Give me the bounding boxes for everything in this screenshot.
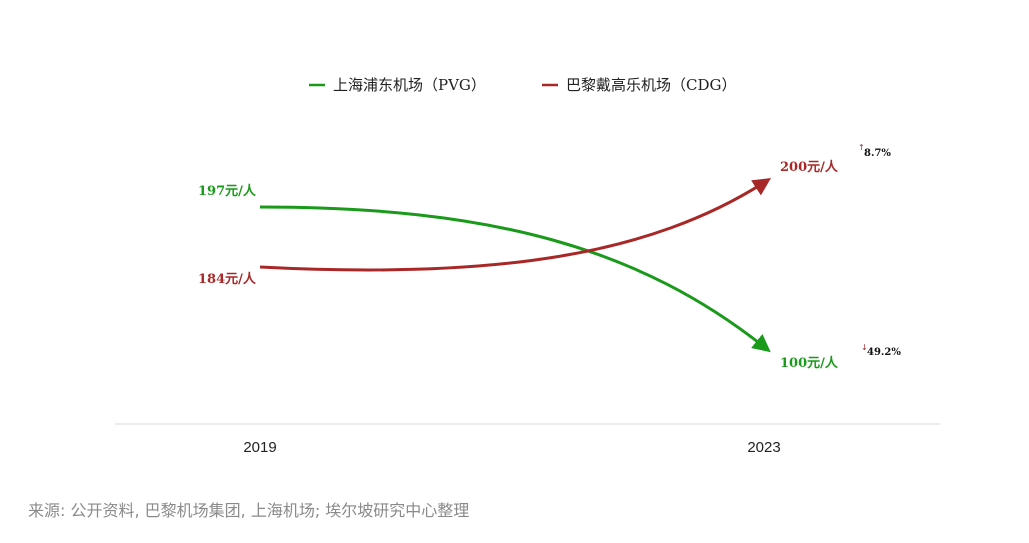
series-line-cdg [259,178,772,272]
legend-item-pvg: 上海浦东机场（PVG） [309,76,486,94]
x-tick-label-2019: 2019 [243,439,276,456]
legend-label-cdg: 巴黎戴高乐机场（CDG） [566,76,737,94]
legend-item-cdg: 巴黎戴高乐机场（CDG） [542,76,737,94]
data-label-cdg-2023: 200元/人 [780,159,839,175]
change-label-pvg: 49.2% [867,347,901,358]
legend: 上海浦东机场（PVG） 巴黎戴高乐机场（CDG） [309,76,737,94]
down-arrow-icon: ↓ [861,343,868,352]
legend-label-pvg: 上海浦东机场（PVG） [333,76,486,94]
change-label-cdg: 8.7% [864,148,891,159]
x-tick-label-2023: 2023 [747,439,780,456]
up-arrow-icon: ↑ [858,143,865,152]
data-label-cdg-2019: 184元/人 [198,271,257,287]
series-line-pvg [259,205,771,353]
change-annotation-pvg: ↓ 49.2% [861,343,901,358]
change-annotation-cdg: ↑ 8.7% [858,143,891,159]
source-note: 来源: 公开资料, 巴黎机场集团, 上海机场; 埃尔坡研究中心整理 [28,501,470,520]
data-label-pvg-2023: 100元/人 [780,355,839,371]
data-label-pvg-2019: 197元/人 [198,183,257,199]
